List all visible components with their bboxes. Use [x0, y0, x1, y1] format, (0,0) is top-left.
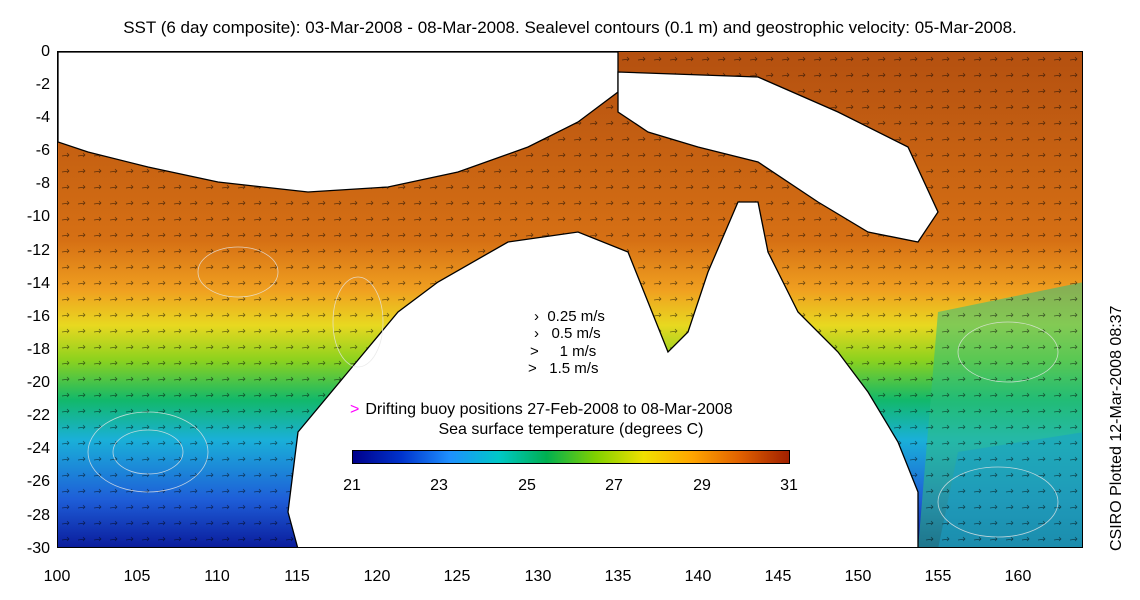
y-tick: -10 [26, 208, 50, 225]
x-tick: 110 [204, 568, 230, 585]
y-tick: -16 [26, 308, 50, 325]
buoy-marker-icon: > [350, 401, 360, 418]
y-tick: -26 [26, 473, 50, 490]
y-tick: -20 [26, 374, 50, 391]
velocity-legend-item: › 0.5 m/s [534, 325, 601, 342]
y-tick: -22 [26, 407, 50, 424]
y-tick: -8 [35, 175, 50, 192]
velocity-legend-item: > 1.5 m/s [528, 360, 599, 377]
velocity-legend-item: > 1 m/s [530, 343, 597, 360]
colorbar-tick: 31 [780, 477, 798, 494]
y-tick: -6 [35, 142, 50, 159]
x-tick: 140 [684, 568, 712, 585]
colorbar-title: Sea surface temperature (degrees C) [438, 421, 704, 438]
buoy-legend: > Drifting buoy positions 27-Feb-2008 to … [350, 401, 733, 418]
x-tick: 130 [524, 568, 552, 585]
colorbar-tick: 25 [518, 477, 536, 494]
x-tick: 135 [604, 568, 632, 585]
y-tick: -30 [26, 540, 50, 557]
y-tick: -4 [35, 109, 50, 126]
y-tick: -2 [35, 76, 50, 93]
x-tick: 145 [764, 568, 792, 585]
y-tick: -14 [26, 275, 50, 292]
x-tick: 105 [123, 568, 151, 585]
sealevel-contours [87, 246, 1059, 538]
colorbar-tick: 29 [693, 477, 711, 494]
x-tick: 150 [844, 568, 872, 585]
sst-map [57, 51, 1083, 548]
x-tick: 155 [924, 568, 952, 585]
colorbar [352, 450, 790, 464]
credit-label: CSIRO Plotted 12-Mar-2008 08:37 [1108, 305, 1125, 551]
colorbar-tick: 27 [605, 477, 623, 494]
y-tick: -12 [26, 242, 50, 259]
x-tick: 100 [43, 568, 71, 585]
colorbar-tick: 21 [343, 477, 361, 494]
velocity-legend-item: › 0.25 m/s [534, 308, 605, 325]
x-tick: 125 [443, 568, 471, 585]
y-tick: -18 [26, 341, 50, 358]
map-title: SST (6 day composite): 03-Mar-2008 - 08-… [123, 18, 1017, 37]
y-tick: -28 [26, 507, 50, 524]
y-tick: -24 [26, 440, 50, 457]
x-tick: 120 [363, 568, 391, 585]
y-tick: 0 [41, 43, 50, 60]
colorbar-tick: 23 [430, 477, 448, 494]
new-guinea-land [617, 71, 939, 243]
x-tick: 160 [1004, 568, 1032, 585]
x-tick: 115 [284, 568, 310, 585]
